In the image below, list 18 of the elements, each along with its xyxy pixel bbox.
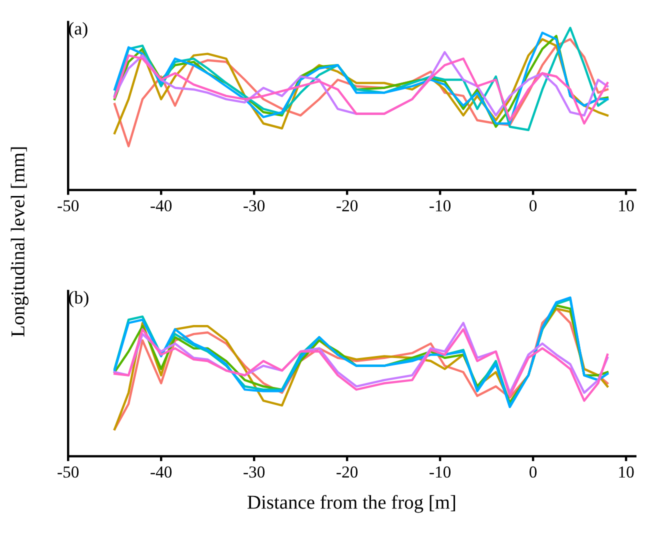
chart-title: (a): [68, 22, 88, 38]
x-tick-label: -50: [58, 200, 79, 212]
x-tick-label: 0: [530, 200, 537, 212]
x-tick-label: -30: [244, 200, 265, 212]
x-tick-label: -50: [58, 466, 79, 478]
x-axis-title: Distance from the frog [m]: [248, 494, 456, 513]
x-tick-label: 10: [619, 466, 634, 478]
x-tick-label: -30: [244, 466, 265, 478]
y-axis-title: Longitudinal level [mm]: [10, 147, 28, 337]
x-tick-label: -20: [336, 200, 358, 212]
x-tick-label: 0: [530, 466, 537, 478]
chart-title: (b): [68, 290, 88, 308]
x-tick-label: -20: [336, 466, 358, 478]
x-tick-label: -40: [150, 200, 172, 212]
x-tick-label: 10: [619, 200, 634, 212]
x-tick-label: -10: [430, 466, 451, 478]
x-tick-label: -40: [150, 466, 172, 478]
x-tick-label: -10: [430, 200, 451, 212]
